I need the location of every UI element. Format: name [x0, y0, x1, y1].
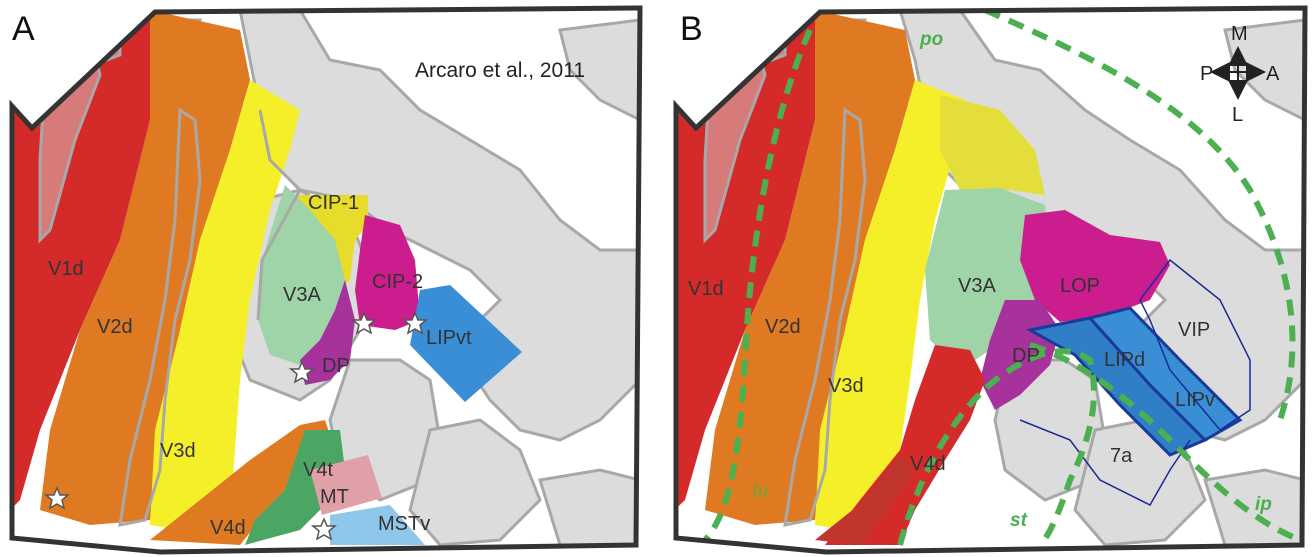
area-lop: [1020, 210, 1170, 322]
label-vip: VIP: [1178, 319, 1210, 341]
star-marker: [288, 360, 316, 384]
sulcus-po-line: [983, 8, 1296, 421]
citation: Arcaro et al., 2011: [415, 59, 585, 82]
sulcus-label-st: st: [1010, 510, 1028, 531]
panel-a: A Arcaro et al., 2011 V1d V2d V3d V3A CI…: [9, 5, 643, 555]
sulcus-label-lu: lu: [752, 481, 769, 502]
area-lipvt: [410, 285, 522, 402]
star-marker: [401, 311, 429, 335]
area-mstv: [330, 505, 425, 545]
label-lipd: LIPd: [1104, 349, 1145, 371]
sulcus-label-ip: ip: [1255, 494, 1272, 515]
label-v2d-a: V2d: [97, 316, 133, 338]
label-v4t: V4t: [303, 459, 333, 481]
panel-a-letter: A: [12, 10, 35, 48]
compass-p: P: [1200, 63, 1213, 85]
area-v4d-b: [825, 345, 985, 545]
sulcus-ip-line: [1029, 342, 1302, 543]
label-v1d-b: V1d: [688, 278, 724, 300]
label-dp-a: DP: [322, 355, 350, 377]
area-v3a-top-yellow: [940, 95, 1045, 195]
label-mstv: MSTv: [378, 513, 430, 535]
label-lipv: LIPv: [1175, 389, 1215, 411]
sulcus-lu-line: [697, 28, 813, 548]
compass-rose: [1210, 46, 1266, 100]
area-7a-outline: [1019, 419, 1191, 506]
label-cip1: CIP-1: [308, 192, 359, 214]
label-v4d-a: V4d: [210, 517, 246, 539]
label-v3a-b: V3A: [958, 275, 996, 297]
area-v2-ventral-a: [150, 420, 335, 545]
panel-a-stars: [43, 311, 429, 541]
area-v2-ventral-b: [815, 455, 915, 545]
star-marker: [43, 486, 71, 510]
label-lipvt: LIPvt: [426, 327, 472, 349]
area-mt: [310, 455, 382, 515]
compass-m: M: [1231, 23, 1248, 45]
sulcus-label-po: po: [919, 29, 943, 50]
area-vip-outline: [1139, 258, 1251, 431]
area-v3a-b: [925, 188, 1050, 370]
label-v4d-b: V4d: [910, 453, 946, 475]
panel-b-sulci: [697, 8, 1302, 548]
area-lipv: [1087, 306, 1243, 442]
star-marker: [350, 311, 378, 335]
area-cip2: [355, 215, 420, 330]
label-dp-b: DP: [1012, 345, 1040, 367]
label-7a: 7a: [1110, 445, 1133, 467]
panel-b-letter: B: [680, 10, 703, 48]
panel-a-frame: [9, 5, 643, 555]
area-v3d-a: [150, 80, 300, 530]
area-dp-a: [300, 280, 355, 385]
label-lop: LOP: [1060, 275, 1100, 297]
label-v1d-a: V1d: [48, 258, 84, 280]
label-v2d-b: V2d: [765, 316, 801, 338]
area-v4t: [245, 430, 345, 545]
star-marker: [310, 517, 338, 541]
label-v3d-a: V3d: [160, 440, 196, 462]
label-v3a-a: V3A: [283, 284, 321, 306]
label-cip2: CIP-2: [372, 271, 423, 293]
compass-l: L: [1232, 104, 1243, 126]
label-v3d-b: V3d: [828, 375, 864, 397]
area-v3d-b: [815, 80, 965, 530]
compass-a: A: [1266, 63, 1280, 85]
sulcus-st-line: [897, 348, 1097, 548]
panel-b-frame: [673, 5, 1308, 555]
label-mt: MT: [320, 486, 349, 508]
panel-b: M L P A B V1d V2d V3d V3A LOP VIP DP LIP…: [673, 5, 1308, 555]
